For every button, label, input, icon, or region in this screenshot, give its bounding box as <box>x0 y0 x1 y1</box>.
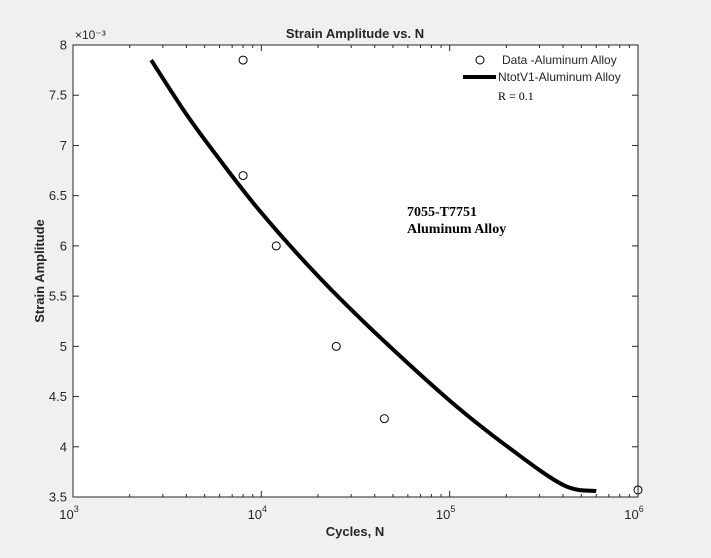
data-point <box>379 414 389 424</box>
annotation-line-1: 7055-T7751 <box>407 205 477 220</box>
y-tick-label: 5 <box>60 339 67 354</box>
x-axis-label: Cycles, N <box>326 524 385 539</box>
y-tick-label: 4 <box>60 439 67 454</box>
chart-title: Strain Amplitude vs. N <box>286 26 424 41</box>
x-tick-exponent: 5 <box>450 504 455 514</box>
y-tick-label: 6.5 <box>49 188 67 203</box>
y-tick-label: 7 <box>60 138 67 153</box>
data-point <box>271 241 281 251</box>
x-tick-exponent: 3 <box>74 504 79 514</box>
y-tick-label: 6 <box>60 238 67 253</box>
legend-label-fit: NtotV1-Aluminum Alloy <box>498 70 621 84</box>
series-layer <box>149 55 643 495</box>
y-tick-label: 8 <box>60 38 67 53</box>
legend: Data -Aluminum Alloy NtotV1-Aluminum All… <box>463 53 621 103</box>
data-point <box>238 55 248 65</box>
legend-note: R = 0.1 <box>498 89 534 103</box>
y-tick-label: 4.5 <box>49 389 67 404</box>
y-axis-exponent: ×10⁻³ <box>75 28 106 42</box>
legend-label-data: Data -Aluminum Alloy <box>502 53 617 67</box>
x-tick-exponent: 6 <box>639 504 644 514</box>
y-tick-label: 5.5 <box>49 289 67 304</box>
plot-area <box>73 45 638 497</box>
y-tick-label: 7.5 <box>49 88 67 103</box>
y-tick-label: 3.5 <box>49 490 67 505</box>
series-line-fit <box>149 59 597 493</box>
data-point <box>331 341 341 351</box>
legend-marker-data <box>475 55 485 65</box>
annotation-line-2: Aluminum Alloy <box>407 222 506 237</box>
y-axis-label: Strain Amplitude <box>32 219 47 323</box>
x-tick-exponent: 4 <box>262 504 267 514</box>
data-markers <box>238 55 643 495</box>
axes-box <box>72 44 639 498</box>
data-point <box>238 171 248 181</box>
